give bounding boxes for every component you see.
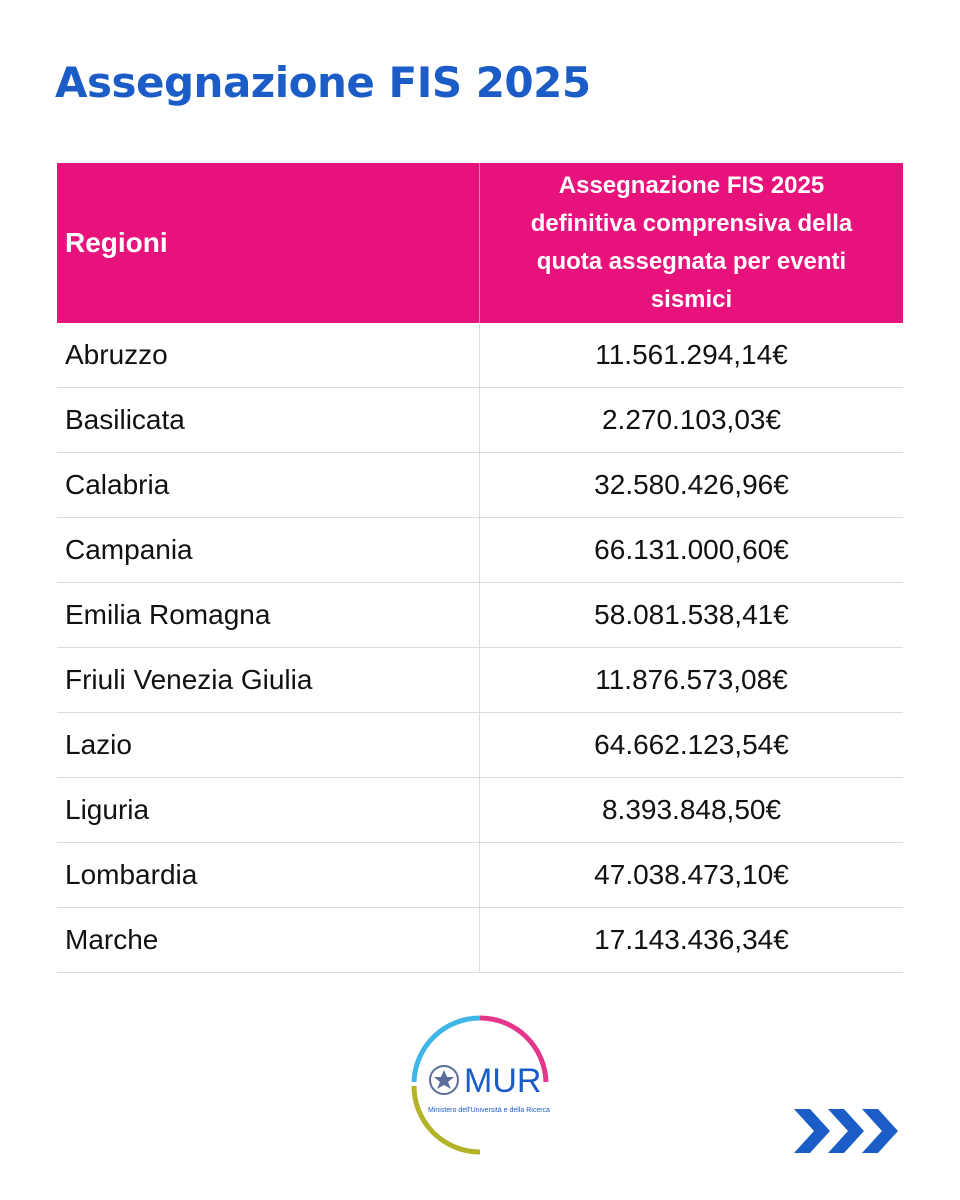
- region-cell: Basilicata: [57, 387, 480, 453]
- amount-cell: 58.081.538,41€: [479, 582, 903, 648]
- region-cell: Abruzzo: [57, 323, 480, 388]
- amount-cell: 17.143.436,34€: [479, 907, 903, 973]
- chevron: [862, 1109, 898, 1153]
- next-arrows: [794, 1109, 898, 1153]
- column-header: Regioni: [57, 163, 480, 323]
- region-cell: Lombardia: [57, 842, 480, 908]
- logo-arc: [411, 1085, 481, 1155]
- table-row: Friuli Venezia Giulia 11.876.573,08€: [57, 647, 903, 713]
- logo-arc: [479, 1015, 549, 1083]
- table-row: Liguria 8.393.848,50€: [57, 777, 903, 843]
- region-cell: Campania: [57, 517, 480, 583]
- region-cell: Marche: [57, 907, 480, 973]
- mur-logo: MUR Ministero dell'Università e della Ri…: [411, 1015, 550, 1155]
- header-row: Regioni Assegnazione FIS 2025 definitiva…: [57, 163, 903, 323]
- table-row: Emilia Romagna 58.081.538,41€: [57, 582, 903, 648]
- region-cell: Friuli Venezia Giulia: [57, 647, 480, 713]
- table-row: Basilicata 2.270.103,03€: [57, 387, 903, 453]
- table-header: Regioni Assegnazione FIS 2025 definitiva…: [57, 163, 903, 323]
- region-cell: Emilia Romagna: [57, 582, 480, 648]
- region-cell: Liguria: [57, 777, 480, 843]
- region-cell: Lazio: [57, 712, 480, 778]
- chevron: [794, 1109, 830, 1153]
- logo-name: MUR: [464, 1062, 541, 1100]
- amount-cell: 8.393.848,50€: [479, 777, 903, 843]
- table-row: Calabria 32.580.426,96€: [57, 452, 903, 518]
- page-title: Assegnazione FIS 2025: [55, 58, 591, 107]
- table-row: Abruzzo 11.561.294,14€: [57, 323, 903, 388]
- logo-arc: [411, 1015, 481, 1083]
- amount-cell: 64.662.123,54€: [479, 712, 903, 778]
- emblem-star: [434, 1070, 454, 1089]
- amount-cell: 32.580.426,96€: [479, 452, 903, 518]
- logo-subtitle: Ministero dell'Università e della Ricerc…: [428, 1107, 550, 1114]
- table-row: Lombardia 47.038.473,10€: [57, 842, 903, 908]
- allocation-table: Regioni Assegnazione FIS 2025 definitiva…: [57, 163, 903, 973]
- table-row: Campania 66.131.000,60€: [57, 517, 903, 583]
- chevron: [828, 1109, 864, 1153]
- table-row: Marche 17.143.436,34€: [57, 907, 903, 973]
- amount-cell: 47.038.473,10€: [479, 842, 903, 908]
- emblem: [429, 1065, 459, 1095]
- amount-cell: 66.131.000,60€: [479, 517, 903, 583]
- region-cell: Calabria: [57, 452, 480, 518]
- amount-cell: 11.876.573,08€: [479, 647, 903, 713]
- table-row: Lazio 64.662.123,54€: [57, 712, 903, 778]
- amount-cell: 2.270.103,03€: [479, 387, 903, 453]
- amount-cell: 11.561.294,14€: [479, 323, 903, 388]
- column-header: Assegnazione FIS 2025 definitiva compren…: [479, 163, 903, 323]
- table-body: Abruzzo 11.561.294,14€ Basilicata 2.270.103…: [57, 323, 903, 973]
